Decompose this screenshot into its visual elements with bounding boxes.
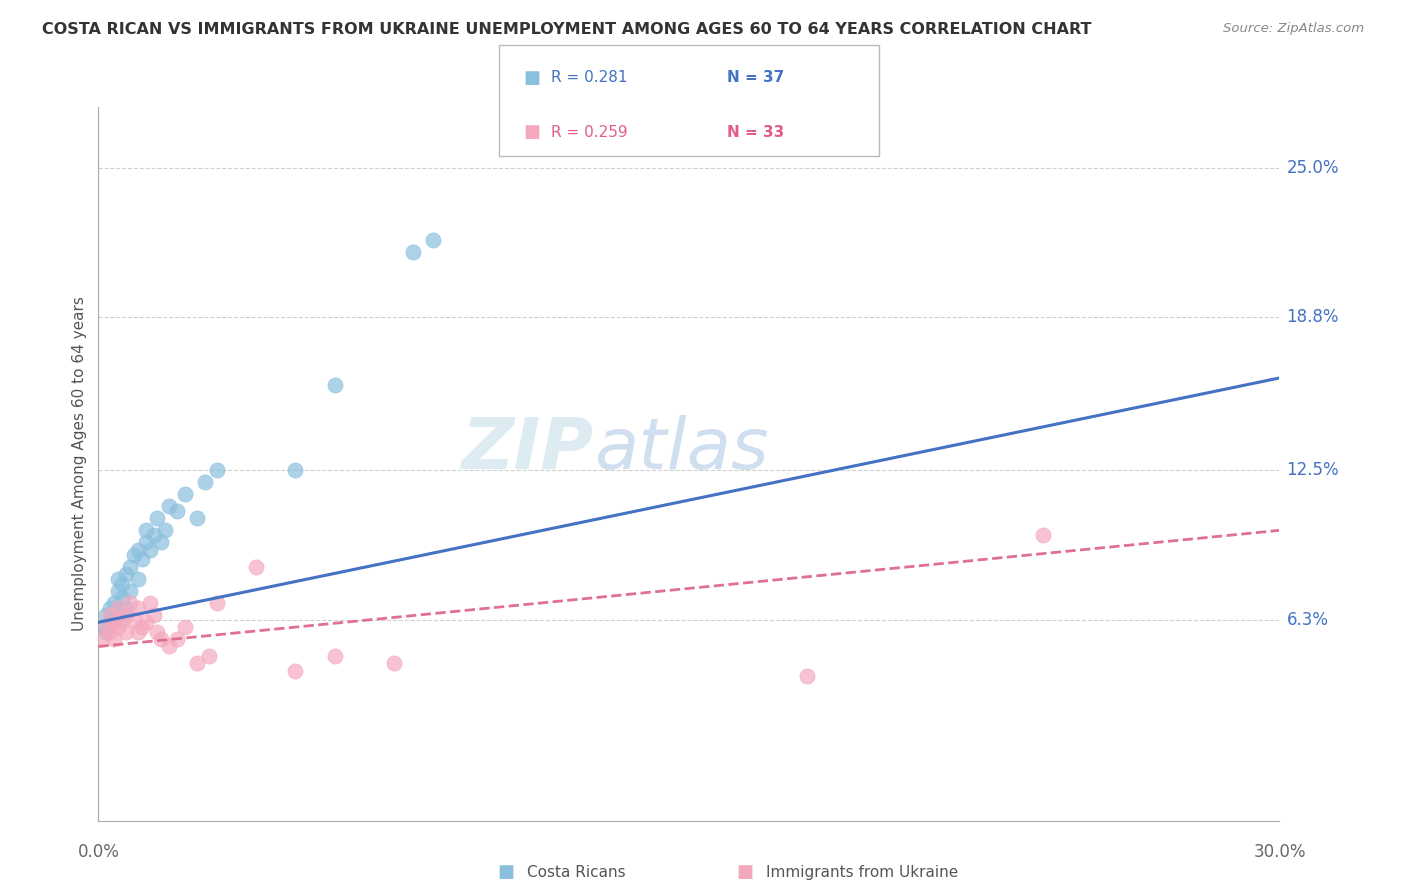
Point [131,552,153,566]
Point [135,615,157,630]
Y-axis label: Unemployment Among Ages 60 to 64 years: Unemployment Among Ages 60 to 64 years [72,296,87,632]
Point [150,535,173,549]
Point [107,583,129,598]
Point [284,463,307,477]
Point [135,524,157,538]
Point [115,600,138,615]
Text: ■: ■ [737,863,754,881]
Point [174,487,197,501]
Point [98,600,121,615]
Point [323,649,346,664]
Point [205,596,228,610]
Point [245,559,267,574]
Point [98,607,121,622]
Point [127,600,149,615]
Point [103,596,125,610]
Text: Costa Ricans: Costa Ricans [527,865,626,880]
Point [118,559,141,574]
Point [323,378,346,392]
Point [107,572,129,586]
Text: N = 33: N = 33 [727,125,785,139]
Point [146,511,169,525]
Text: 18.8%: 18.8% [1286,309,1339,326]
Text: 30.0%: 30.0% [1253,843,1306,861]
Point [146,624,169,639]
Point [111,613,134,627]
Point [796,668,818,682]
Text: Source: ZipAtlas.com: Source: ZipAtlas.com [1223,22,1364,36]
Point [127,572,149,586]
Point [118,596,141,610]
Point [91,620,114,634]
Text: atlas: atlas [595,415,769,484]
Text: 0.0%: 0.0% [77,843,120,861]
Point [127,542,149,557]
Point [157,640,180,654]
Point [186,511,208,525]
Point [118,583,141,598]
Point [186,657,208,671]
Point [96,607,118,622]
Point [138,596,160,610]
Text: N = 37: N = 37 [727,70,785,85]
Point [103,615,125,630]
Point [402,245,425,260]
Text: ■: ■ [523,69,540,87]
Point [138,542,160,557]
Text: Immigrants from Ukraine: Immigrants from Ukraine [766,865,959,880]
Point [107,607,129,622]
Text: 25.0%: 25.0% [1286,159,1339,177]
Point [150,632,173,647]
Point [115,607,138,622]
Point [382,657,405,671]
Point [157,499,180,513]
Point [174,620,197,634]
Text: 6.3%: 6.3% [1286,611,1329,629]
Point [103,632,125,647]
Point [166,504,188,518]
Point [115,566,138,581]
Point [422,233,444,247]
Text: R = 0.281: R = 0.281 [551,70,627,85]
Point [96,624,118,639]
Point [135,535,157,549]
Point [131,620,153,634]
Point [96,620,118,634]
Text: 12.5%: 12.5% [1286,461,1339,479]
Point [205,463,228,477]
Point [115,624,138,639]
Point [98,624,121,639]
Point [103,613,125,627]
Point [284,664,307,678]
Point [1032,528,1054,542]
Point [107,620,129,634]
Text: COSTA RICAN VS IMMIGRANTS FROM UKRAINE UNEMPLOYMENT AMONG AGES 60 TO 64 YEARS CO: COSTA RICAN VS IMMIGRANTS FROM UKRAINE U… [42,22,1091,37]
Point [111,576,134,591]
Point [91,632,114,647]
Point [111,591,134,606]
Point [166,632,188,647]
Point [142,607,165,622]
Point [98,615,121,630]
Point [122,613,145,627]
Point [155,524,177,538]
Text: ■: ■ [523,123,540,141]
Point [107,600,129,615]
Point [127,624,149,639]
Point [142,528,165,542]
Text: ■: ■ [498,863,515,881]
Point [122,548,145,562]
Point [197,649,219,664]
Text: R = 0.259: R = 0.259 [551,125,627,139]
Text: ZIP: ZIP [463,415,595,484]
Point [194,475,217,489]
